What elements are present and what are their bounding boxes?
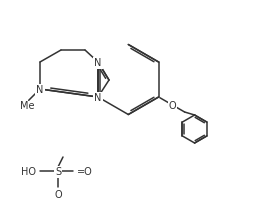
Text: N: N — [36, 85, 44, 95]
Text: O: O — [54, 190, 62, 200]
Text: N: N — [94, 58, 102, 68]
Text: N: N — [94, 93, 102, 103]
Text: O: O — [169, 101, 176, 111]
Text: =O: =O — [77, 167, 93, 177]
Text: S: S — [55, 167, 61, 177]
Text: HO: HO — [21, 167, 36, 177]
Text: Me: Me — [20, 101, 35, 111]
